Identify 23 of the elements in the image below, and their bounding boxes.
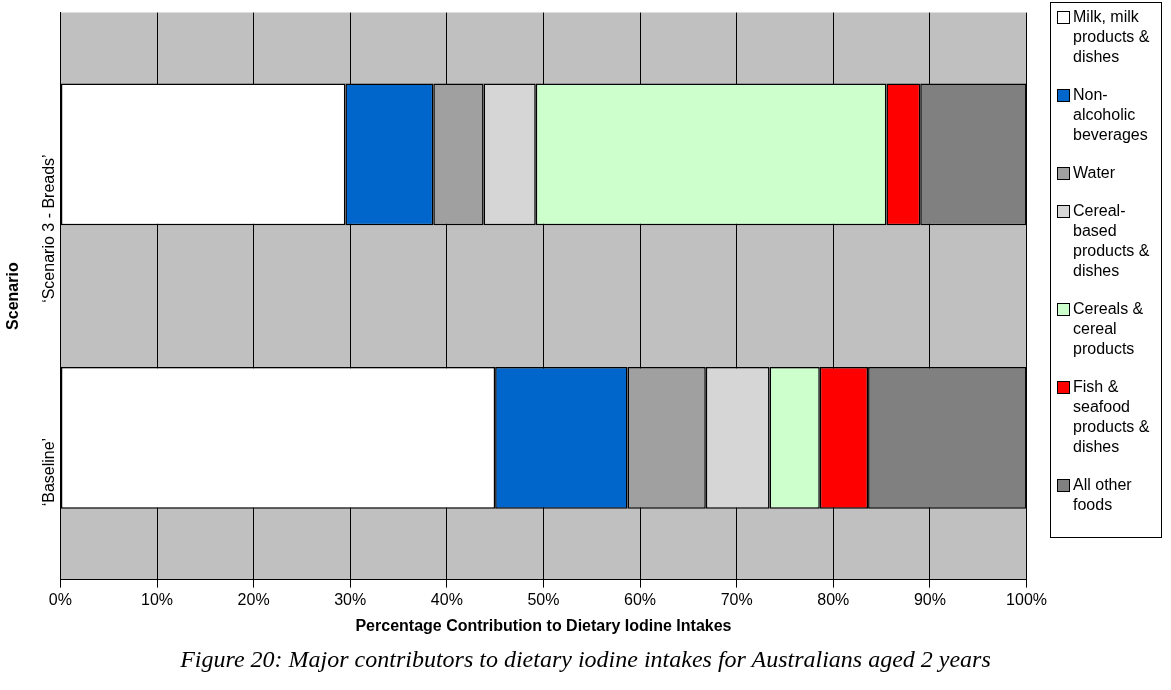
y-tick-label: ‘Scenario 3 - Breads’ <box>39 154 57 303</box>
x-tick-label: 40% <box>430 590 463 608</box>
x-tick-label: 20% <box>237 590 270 608</box>
legend-label: Fish & seafood products & dishes <box>1073 377 1151 457</box>
x-tick-label: 50% <box>527 590 560 608</box>
x-tick-label: 30% <box>334 590 367 608</box>
caption: Figure 20: Major contributors to dietary iodine intakes for Australians aged 2 years <box>179 646 992 673</box>
legend-label: Milk, milk products & dishes <box>1073 7 1151 67</box>
x-axis-title: Percentage Contribution to Dietary Iodine Intakes <box>355 616 732 634</box>
legend-label: Water <box>1073 163 1116 183</box>
x-tick-label: 70% <box>720 590 753 608</box>
x-tick-label: 60% <box>624 590 657 608</box>
x-tick-label: 100% <box>1006 590 1047 608</box>
x-tick-label: 80% <box>817 590 850 608</box>
y-tick-label: ‘Baseline’ <box>39 437 57 507</box>
y-axis-title: Scenario <box>4 262 22 330</box>
x-tick-label: 0% <box>48 590 72 608</box>
legend-label: Non-alcoholic beverages <box>1073 85 1149 145</box>
legend-label: Cereals & cereal products <box>1073 299 1145 359</box>
x-tick-label: 90% <box>913 590 946 608</box>
legend-label: All other foods <box>1073 475 1133 515</box>
legend-label: Cereal-based products & dishes <box>1073 201 1151 281</box>
x-tick-label: 10% <box>141 590 174 608</box>
